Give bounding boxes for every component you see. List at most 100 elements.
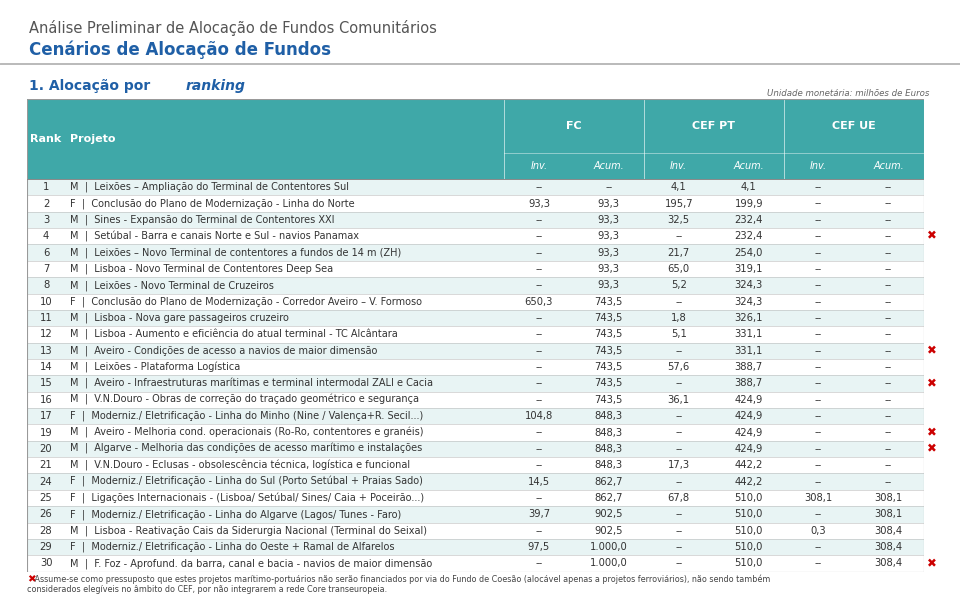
Text: --: --: [885, 428, 892, 437]
Text: 442,2: 442,2: [734, 477, 763, 487]
Text: --: --: [815, 346, 823, 356]
Text: 232,4: 232,4: [734, 215, 763, 225]
Text: ✖: ✖: [927, 230, 937, 243]
Text: --: --: [885, 444, 892, 454]
Text: --: --: [675, 477, 683, 487]
Text: --: --: [675, 297, 683, 307]
Bar: [27, 228, 924, 245]
Text: 1,8: 1,8: [671, 313, 686, 323]
Text: 104,8: 104,8: [525, 411, 553, 421]
Text: 510,0: 510,0: [734, 493, 763, 503]
Text: --: --: [536, 280, 542, 290]
Text: 232,4: 232,4: [734, 231, 763, 241]
Text: --: --: [815, 231, 823, 241]
Text: 743,5: 743,5: [594, 313, 623, 323]
Text: 10: 10: [39, 297, 53, 307]
Text: 308,1: 308,1: [804, 493, 832, 503]
Text: 743,5: 743,5: [594, 346, 623, 356]
Text: F  |  Ligações Internacionais - (Lisboa/ Setúbal/ Sines/ Caia + Poceirão...): F | Ligações Internacionais - (Lisboa/ S…: [70, 493, 423, 503]
Text: 24: 24: [39, 477, 53, 487]
Text: 0,3: 0,3: [811, 525, 827, 536]
Text: 11: 11: [39, 313, 53, 323]
Text: Acum.: Acum.: [733, 161, 764, 171]
Text: ✖: ✖: [927, 426, 937, 439]
Text: --: --: [675, 559, 683, 569]
Text: 39,7: 39,7: [528, 509, 550, 519]
Text: 743,5: 743,5: [594, 362, 623, 372]
Text: 199,9: 199,9: [734, 198, 763, 209]
Text: 743,5: 743,5: [594, 395, 623, 405]
Text: 388,7: 388,7: [734, 362, 763, 372]
Bar: [27, 342, 924, 359]
Text: --: --: [675, 444, 683, 454]
Text: F  |  Moderniz./ Eletrificação - Linha do Algarve (Lagos/ Tunes - Faro): F | Moderniz./ Eletrificação - Linha do …: [70, 509, 401, 520]
Text: --: --: [536, 215, 542, 225]
Text: 902,5: 902,5: [594, 525, 623, 536]
Text: 32,5: 32,5: [668, 215, 690, 225]
Text: M  |  Leixões – Novo Terminal de contentores a fundos de 14 m (ZH): M | Leixões – Novo Terminal de contentor…: [70, 248, 401, 258]
Bar: [27, 245, 924, 261]
Text: --: --: [536, 248, 542, 257]
Text: F  |  Conclusão do Plano de Modernização - Linha do Norte: F | Conclusão do Plano de Modernização -…: [70, 198, 354, 209]
Text: --: --: [536, 362, 542, 372]
Text: --: --: [885, 280, 892, 290]
Text: 324,3: 324,3: [734, 280, 763, 290]
Text: --: --: [536, 493, 542, 503]
Text: --: --: [885, 231, 892, 241]
Text: 424,9: 424,9: [734, 444, 763, 454]
Text: Inv.: Inv.: [530, 161, 547, 171]
Bar: [27, 408, 924, 424]
Text: --: --: [675, 428, 683, 437]
Text: --: --: [675, 378, 683, 389]
Text: 510,0: 510,0: [734, 542, 763, 552]
Text: 20: 20: [39, 444, 53, 454]
Text: Rank: Rank: [31, 134, 61, 144]
Text: 331,1: 331,1: [734, 330, 763, 339]
Text: CEF UE: CEF UE: [831, 121, 876, 131]
Text: 36,1: 36,1: [668, 395, 690, 405]
Text: M  |  F. Foz - Aprofund. da barra, canal e bacia - navios de maior dimensão: M | F. Foz - Aprofund. da barra, canal e…: [70, 558, 432, 569]
Bar: [27, 277, 924, 293]
Text: --: --: [675, 231, 683, 241]
Text: F  |  Moderniz./ Eletrificação - Linha do Sul (Porto Setúbal + Praias Sado): F | Moderniz./ Eletrificação - Linha do …: [70, 476, 422, 487]
Bar: [27, 441, 924, 457]
Text: F  |  Moderniz./ Eletrificação - Linha do Oeste + Ramal de Alfarelos: F | Moderniz./ Eletrificação - Linha do …: [70, 542, 395, 553]
Bar: [27, 424, 924, 441]
Text: --: --: [815, 428, 823, 437]
Text: ✖: ✖: [927, 442, 937, 455]
Text: 25: 25: [39, 493, 53, 503]
Text: --: --: [675, 525, 683, 536]
Text: 21: 21: [39, 460, 53, 470]
Text: 26: 26: [39, 509, 53, 519]
Text: --: --: [536, 428, 542, 437]
Text: 743,5: 743,5: [594, 297, 623, 307]
Text: --: --: [815, 509, 823, 519]
Text: --: --: [815, 182, 823, 192]
Text: CEF PT: CEF PT: [692, 121, 735, 131]
Text: ranking: ranking: [185, 79, 245, 93]
Text: M  |  Lisboa - Aumento e eficiência do atual terminal - TC Alcântara: M | Lisboa - Aumento e eficiência do atu…: [70, 329, 397, 340]
Text: 5,2: 5,2: [671, 280, 686, 290]
Text: --: --: [536, 346, 542, 356]
Text: 308,4: 308,4: [875, 525, 902, 536]
Text: 14,5: 14,5: [528, 477, 550, 487]
Text: M  |  Lisboa - Novo Terminal de Contentores Deep Sea: M | Lisboa - Novo Terminal de Contentore…: [70, 264, 333, 274]
Text: Análise Preliminar de Alocação de Fundos Comunitários: Análise Preliminar de Alocação de Fundos…: [29, 20, 437, 36]
Text: FC: FC: [566, 121, 582, 131]
Text: Inv.: Inv.: [810, 161, 828, 171]
Bar: [27, 99, 924, 179]
Text: --: --: [885, 248, 892, 257]
Text: 2: 2: [43, 198, 49, 209]
Text: 29: 29: [39, 542, 53, 552]
Text: --: --: [536, 264, 542, 274]
Text: 21,7: 21,7: [667, 248, 690, 257]
Text: 424,9: 424,9: [734, 395, 763, 405]
Text: --: --: [675, 509, 683, 519]
Text: 19: 19: [39, 428, 53, 437]
Text: 14: 14: [39, 362, 53, 372]
Text: M  |  Lisboa - Nova gare passageiros cruzeiro: M | Lisboa - Nova gare passageiros cruze…: [70, 313, 289, 323]
Bar: [27, 539, 924, 555]
Text: --: --: [536, 378, 542, 389]
Text: --: --: [815, 362, 823, 372]
Text: 8: 8: [43, 280, 49, 290]
